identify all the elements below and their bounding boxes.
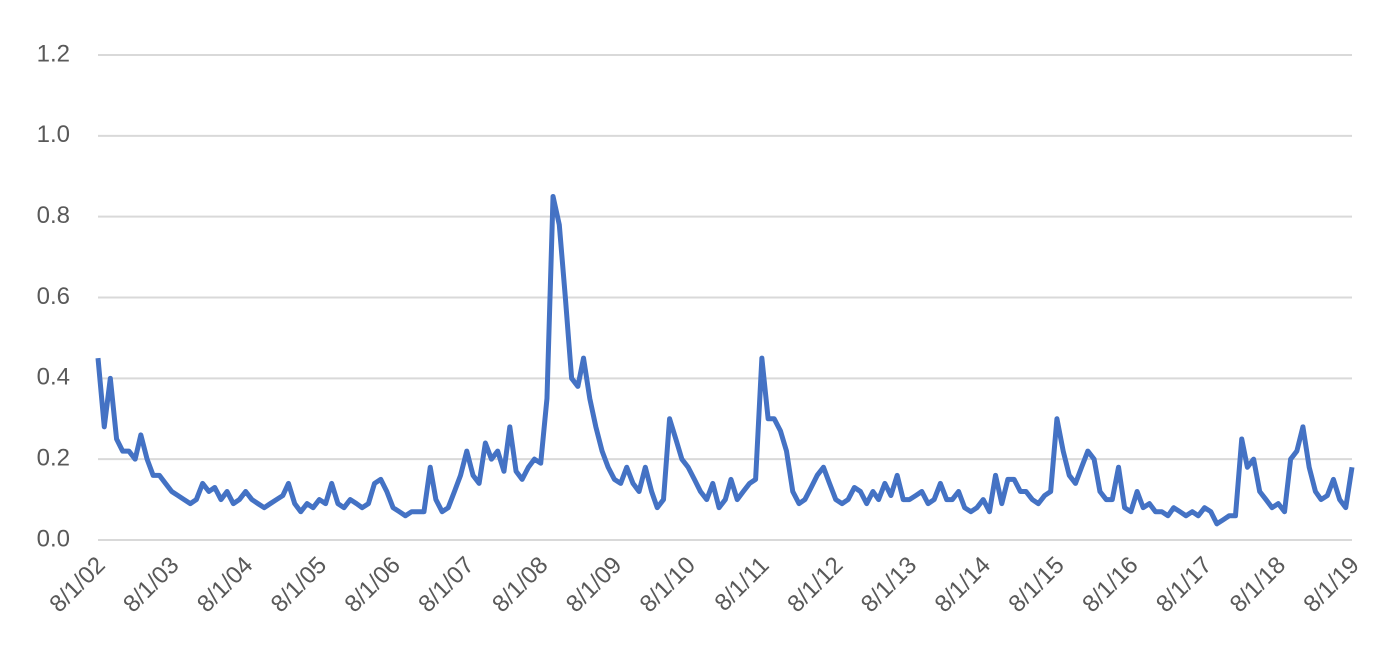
- x-tick-label: 8/1/10: [635, 552, 701, 618]
- x-tick-label: 8/1/13: [856, 552, 922, 618]
- x-tick-label: 8/1/06: [340, 552, 406, 618]
- x-tick-label: 8/1/18: [1225, 552, 1291, 618]
- x-tick-label: 8/1/09: [561, 552, 627, 618]
- x-tick-label: 8/1/08: [487, 552, 553, 618]
- y-tick-label: 0.6: [37, 283, 70, 310]
- x-tick-label: 8/1/15: [1003, 552, 1069, 618]
- y-tick-label: 0.4: [37, 364, 70, 391]
- x-tick-label: 8/1/11: [710, 552, 775, 617]
- x-tick-label: 8/1/05: [266, 552, 332, 618]
- y-tick-label: 1.2: [37, 40, 70, 67]
- data-line: [95, 193, 1355, 527]
- y-tick-label: 0.0: [37, 525, 70, 552]
- x-tick-label: 8/1/04: [192, 552, 258, 618]
- x-tick-label: 8/1/17: [1151, 552, 1217, 618]
- x-tick-label: 8/1/12: [782, 552, 848, 618]
- y-tick-label: 0.8: [37, 202, 70, 229]
- x-tick-label: 8/1/07: [413, 552, 479, 618]
- x-tick-label: 8/1/19: [1298, 552, 1364, 618]
- y-tick-label: 1.0: [37, 121, 70, 148]
- x-tick-label: 8/1/16: [1077, 552, 1143, 618]
- y-tick-label: 0.2: [37, 445, 70, 472]
- x-tick-label: 8/1/02: [44, 552, 110, 618]
- x-tick-label: 8/1/14: [930, 552, 996, 618]
- x-tick-label: 8/1/03: [118, 552, 184, 618]
